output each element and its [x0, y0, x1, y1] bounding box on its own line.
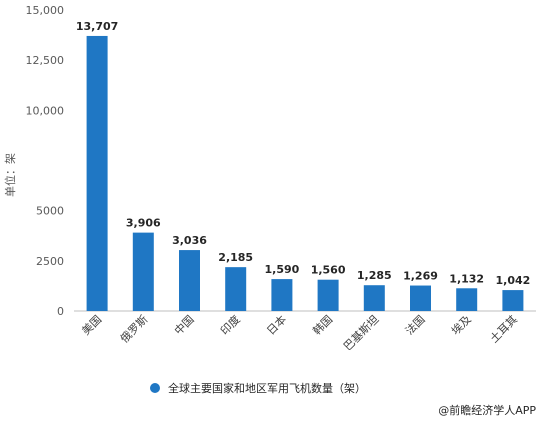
x-tick-label: 日本	[264, 312, 289, 337]
y-tick-label: 15,000	[26, 4, 65, 17]
bar	[410, 285, 431, 311]
x-tick-label: 中国	[172, 313, 197, 338]
x-tick-label: 土耳其	[487, 313, 520, 346]
y-tick-label: 10,000	[26, 104, 65, 117]
x-tick-label: 俄罗斯	[118, 313, 151, 346]
data-label: 2,185	[218, 251, 253, 264]
data-label: 3,906	[126, 217, 161, 230]
x-tick-label: 印度	[217, 312, 242, 337]
y-tick-label: 12,500	[26, 54, 65, 67]
x-tick-label: 韩国	[310, 312, 335, 337]
x-tick-label: 美国	[79, 313, 104, 338]
x-tick-label: 巴基斯坦	[340, 312, 381, 353]
bar	[132, 232, 154, 311]
data-label: 1,269	[403, 270, 438, 283]
x-axis: 美国 俄罗斯 中国 印度 日本 韩国 巴基斯坦 法国 埃及 土耳其	[79, 312, 520, 353]
data-label: 1,285	[357, 269, 392, 282]
bar	[86, 35, 108, 312]
bar	[271, 279, 293, 311]
data-label: 1,132	[449, 272, 484, 285]
bars: 13,707 3,906 3,036 2,185 1,590 1,560 1,285 1,26…	[76, 20, 531, 312]
source-credit: @前瞻经济学人APP	[438, 403, 536, 417]
legend: 全球主要国家和地区军用飞机数量（架）	[150, 381, 366, 395]
data-label: 3,036	[172, 234, 207, 247]
bar	[225, 267, 247, 311]
x-tick-label: 埃及	[448, 312, 473, 337]
bar	[456, 288, 478, 311]
legend-label: 全球主要国家和地区军用飞机数量（架）	[168, 381, 366, 395]
data-label: 13,707	[76, 20, 118, 33]
y-tick-label: 5000	[36, 205, 64, 218]
x-tick-label: 法国	[402, 312, 427, 337]
y-axis-label: 单位：架	[3, 153, 17, 197]
legend-marker	[150, 383, 160, 393]
y-axis: 0 2500 5000 10,000 12,500 15,000	[26, 4, 65, 318]
y-tick-label: 0	[57, 305, 64, 318]
y-tick-label: 2500	[36, 255, 64, 268]
data-label: 1,590	[265, 263, 300, 276]
bar	[179, 250, 200, 311]
bar	[317, 279, 339, 311]
data-label: 1,560	[311, 264, 346, 277]
data-label: 1,042	[496, 274, 531, 287]
bar	[363, 285, 385, 311]
bar	[502, 290, 524, 311]
